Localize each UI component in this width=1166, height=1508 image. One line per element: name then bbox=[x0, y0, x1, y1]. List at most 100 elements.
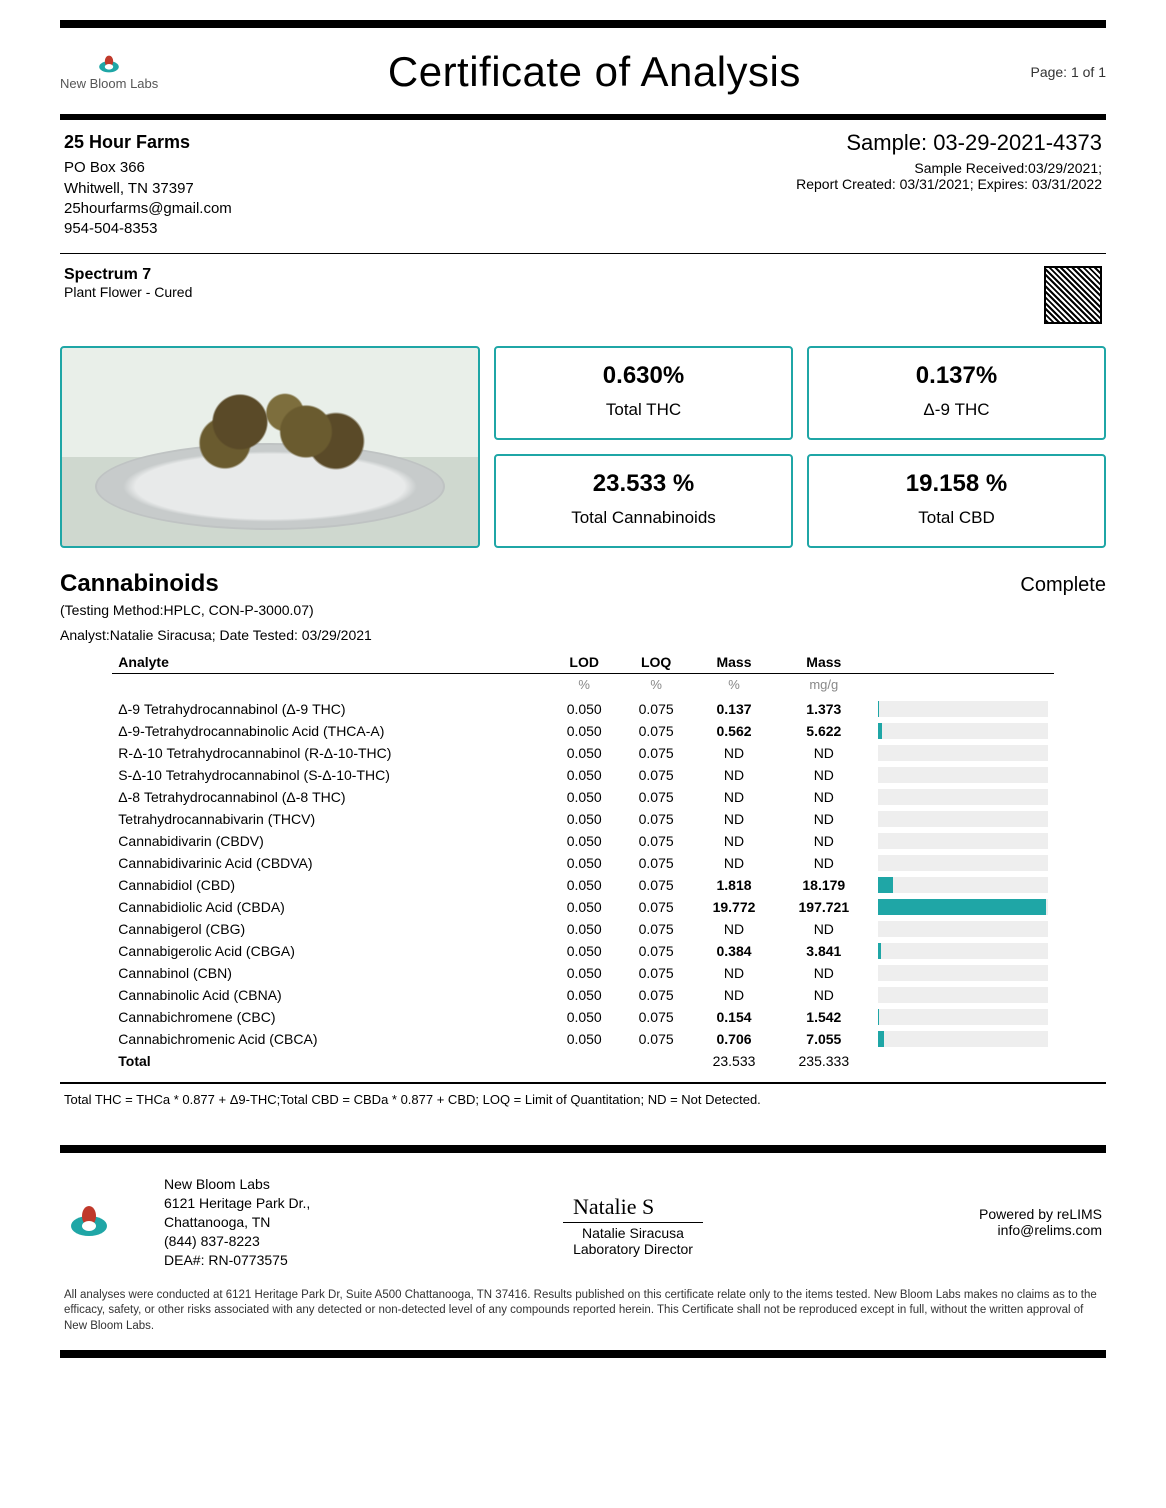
analyte-loq: 0.075 bbox=[620, 896, 692, 918]
analyte-name: Cannabichromene (CBC) bbox=[112, 1006, 548, 1028]
analyte-mass-mgg: 18.179 bbox=[776, 874, 872, 896]
analyte-mass-pct: ND bbox=[692, 808, 776, 830]
analyte-bar bbox=[872, 1006, 1054, 1028]
summary-grid: 0.630% Total THC 0.137% Δ-9 THC 23.533 %… bbox=[60, 346, 1106, 548]
sample-received: Sample Received:03/29/2021; bbox=[796, 160, 1102, 176]
analyte-mass-mgg: 5.622 bbox=[776, 720, 872, 742]
col-bar bbox=[872, 651, 1054, 674]
analyte-mass-mgg: ND bbox=[776, 808, 872, 830]
stat-value: 0.630% bbox=[506, 362, 781, 390]
table-row: Cannabichromenic Acid (CBCA)0.0500.0750.… bbox=[112, 1028, 1053, 1050]
col-analyte: Analyte bbox=[112, 651, 548, 674]
qr-code bbox=[1044, 266, 1102, 324]
sample-block: Sample: 03-29-2021-4373 Sample Received:… bbox=[796, 130, 1102, 239]
lab-address: New Bloom Labs 6121 Heritage Park Dr., C… bbox=[164, 1175, 463, 1269]
stat-total-cannabinoids: 23.533 % Total Cannabinoids bbox=[494, 454, 793, 548]
table-row: Tetrahydrocannabivarin (THCV)0.0500.075N… bbox=[112, 808, 1053, 830]
disclaimer-text: All analyses were conducted at 6121 Heri… bbox=[60, 1280, 1106, 1345]
total-mp: 23.533 bbox=[692, 1050, 776, 1072]
analyte-loq: 0.075 bbox=[620, 962, 692, 984]
lab-dea: DEA#: RN-0773575 bbox=[164, 1251, 463, 1270]
col-lod: LOD bbox=[548, 651, 620, 674]
analyte-name: Cannabidiolic Acid (CBDA) bbox=[112, 896, 548, 918]
unit-lod: % bbox=[548, 674, 620, 699]
analyte-lod: 0.050 bbox=[548, 720, 620, 742]
analyte-mass-pct: ND bbox=[692, 830, 776, 852]
lab-addr2: Chattanooga, TN bbox=[164, 1213, 463, 1232]
table-end-rule bbox=[60, 1082, 1106, 1084]
analyte-bar bbox=[872, 698, 1054, 720]
table-row: R-Δ-10 Tetrahydrocannabinol (R-Δ-10-THC)… bbox=[112, 742, 1053, 764]
lab-addr1: 6121 Heritage Park Dr., bbox=[164, 1194, 463, 1213]
analyte-lod: 0.050 bbox=[548, 830, 620, 852]
analyte-loq: 0.075 bbox=[620, 742, 692, 764]
table-row: Cannabidivarin (CBDV)0.0500.075NDND bbox=[112, 830, 1053, 852]
header-row: New Bloom Labs Certificate of Analysis P… bbox=[60, 38, 1106, 114]
table-row: Cannabichromene (CBC)0.0500.0750.1541.54… bbox=[112, 1006, 1053, 1028]
analyte-bar bbox=[872, 764, 1054, 786]
lab-name: New Bloom Labs bbox=[164, 1175, 463, 1194]
analyte-mass-pct: 0.562 bbox=[692, 720, 776, 742]
report-created: Report Created: 03/31/2021; Expires: 03/… bbox=[796, 176, 1102, 192]
total-mg: 235.333 bbox=[776, 1050, 872, 1072]
analyte-lod: 0.050 bbox=[548, 764, 620, 786]
analyte-name: Cannabidivarinic Acid (CBDVA) bbox=[112, 852, 548, 874]
analyte-bar bbox=[872, 896, 1054, 918]
analyte-bar bbox=[872, 808, 1054, 830]
powered-line2: info@relims.com bbox=[803, 1222, 1102, 1238]
analyte-mass-mgg: ND bbox=[776, 984, 872, 1006]
analyte-mass-mgg: ND bbox=[776, 786, 872, 808]
lab-phone: (844) 837-8223 bbox=[164, 1232, 463, 1251]
analyte-name: Δ-8 Tetrahydrocannabinol (Δ-8 THC) bbox=[112, 786, 548, 808]
client-addr2: Whitwell, TN 37397 bbox=[64, 179, 232, 199]
analyte-name: Tetrahydrocannabivarin (THCV) bbox=[112, 808, 548, 830]
analyte-bar bbox=[872, 830, 1054, 852]
analyte-loq: 0.075 bbox=[620, 720, 692, 742]
col-mass-mgg: Mass bbox=[776, 651, 872, 674]
analyte-loq: 0.075 bbox=[620, 698, 692, 720]
analyte-name: Cannabinol (CBN) bbox=[112, 962, 548, 984]
analyte-name: Cannabichromenic Acid (CBCA) bbox=[112, 1028, 548, 1050]
analyte-lod: 0.050 bbox=[548, 808, 620, 830]
unit-loq: % bbox=[620, 674, 692, 699]
analyte-mass-mgg: ND bbox=[776, 962, 872, 984]
table-row: Cannabigerol (CBG)0.0500.075NDND bbox=[112, 918, 1053, 940]
analyte-loq: 0.075 bbox=[620, 1006, 692, 1028]
analyte-lod: 0.050 bbox=[548, 786, 620, 808]
stat-label: Total THC bbox=[506, 400, 781, 420]
lab-brand-text: New Bloom Labs bbox=[60, 76, 158, 91]
table-header-row: Analyte LOD LOQ Mass Mass bbox=[112, 651, 1053, 674]
table-total-row: Total23.533235.333 bbox=[112, 1050, 1053, 1072]
stat-label: Δ-9 THC bbox=[819, 400, 1094, 420]
analyte-loq: 0.075 bbox=[620, 764, 692, 786]
analyte-mass-pct: ND bbox=[692, 742, 776, 764]
info-separator bbox=[60, 253, 1106, 254]
analyte-lod: 0.050 bbox=[548, 874, 620, 896]
lab-logo: New Bloom Labs bbox=[60, 54, 158, 91]
sample-id: Sample: 03-29-2021-4373 bbox=[796, 130, 1102, 156]
section-status: Complete bbox=[1020, 574, 1106, 597]
analyte-loq: 0.075 bbox=[620, 808, 692, 830]
analyte-bar bbox=[872, 940, 1054, 962]
analyte-bar bbox=[872, 720, 1054, 742]
spectrum-block: Spectrum 7 Plant Flower - Cured bbox=[64, 266, 192, 300]
analyte-bar bbox=[872, 742, 1054, 764]
analyte-name: Δ-9-Tetrahydrocannabinolic Acid (THCA-A) bbox=[112, 720, 548, 742]
analyte-mass-pct: ND bbox=[692, 962, 776, 984]
signatory-title: Laboratory Director bbox=[483, 1241, 782, 1257]
analyte-mass-pct: 1.818 bbox=[692, 874, 776, 896]
client-block: 25 Hour Farms PO Box 366 Whitwell, TN 37… bbox=[64, 130, 232, 239]
analyte-bar bbox=[872, 984, 1054, 1006]
col-loq: LOQ bbox=[620, 651, 692, 674]
analyte-lod: 0.050 bbox=[548, 896, 620, 918]
analyte-mass-mgg: ND bbox=[776, 830, 872, 852]
stat-label: Total Cannabinoids bbox=[506, 508, 781, 528]
client-addr1: PO Box 366 bbox=[64, 158, 232, 178]
page-label: Page: 1 of 1 bbox=[1030, 64, 1106, 80]
stat-d9-thc: 0.137% Δ-9 THC bbox=[807, 346, 1106, 440]
analyte-loq: 0.075 bbox=[620, 918, 692, 940]
client-email: 25hourfarms@gmail.com bbox=[64, 199, 232, 219]
analyte-lod: 0.050 bbox=[548, 940, 620, 962]
client-phone: 954-504-8353 bbox=[64, 219, 232, 239]
analyte-lod: 0.050 bbox=[548, 984, 620, 1006]
